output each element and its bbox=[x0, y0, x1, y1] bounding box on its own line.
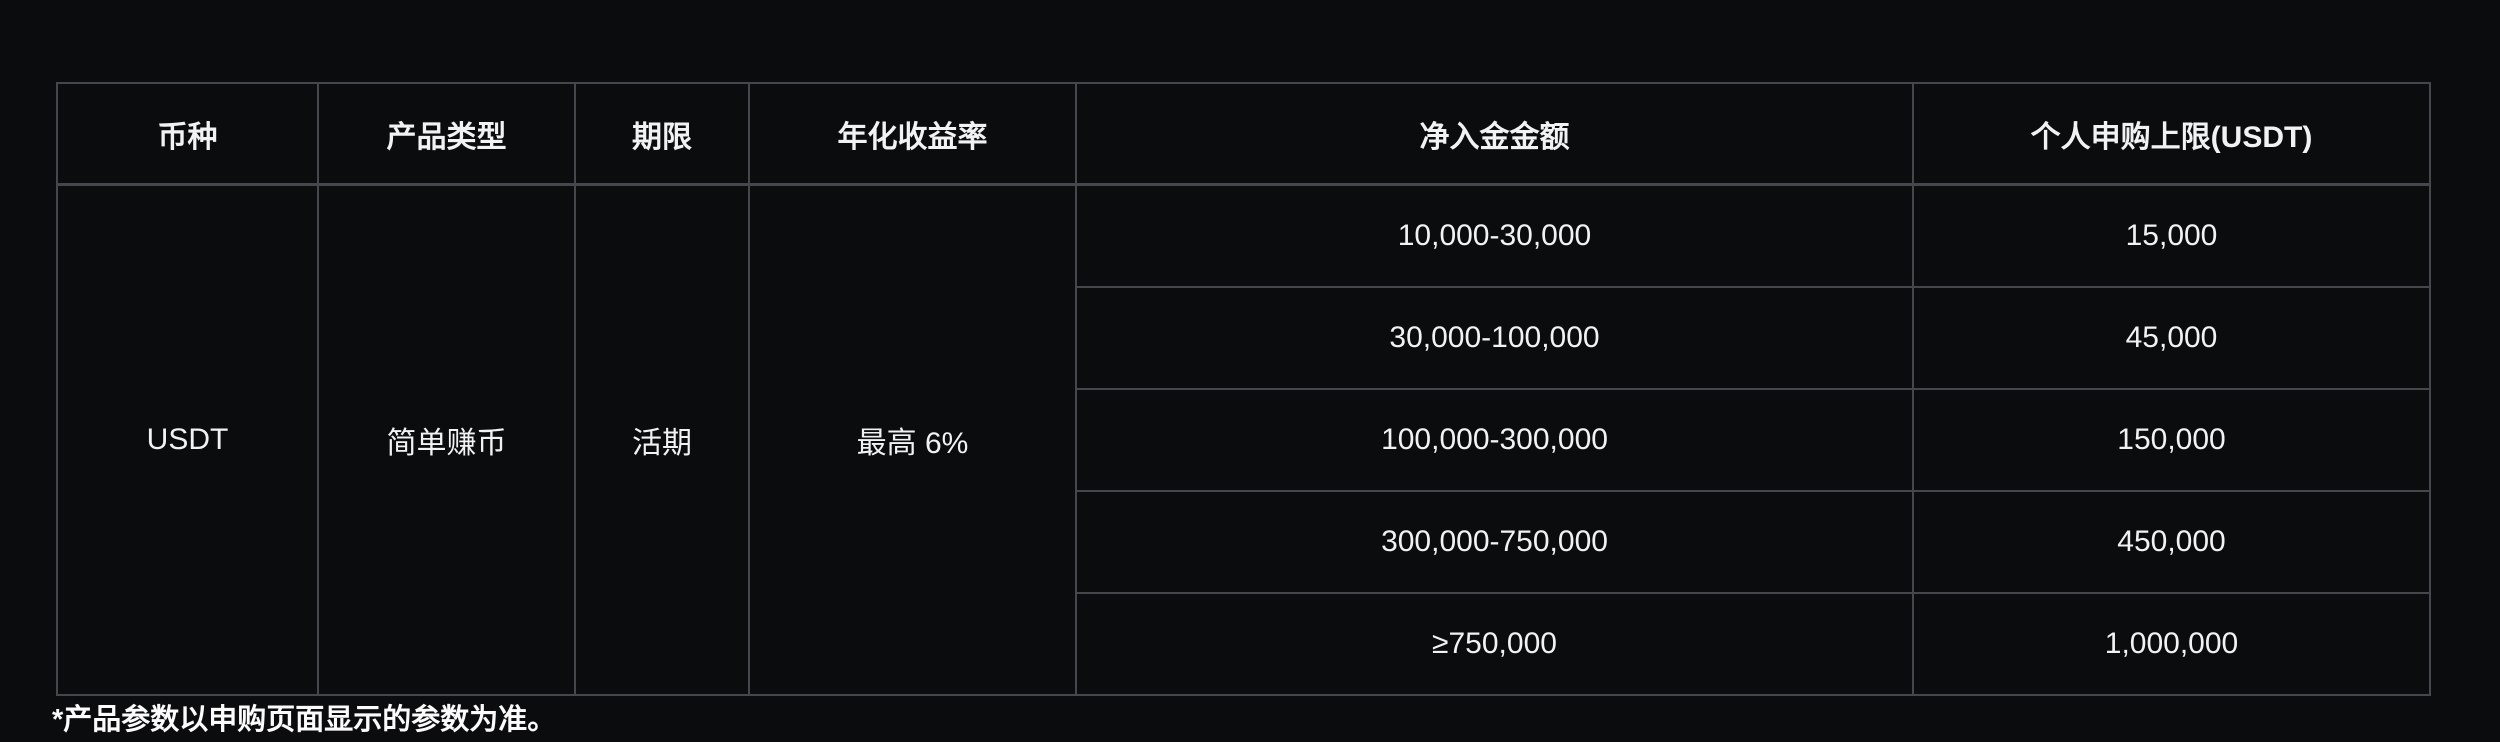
cell-product-type: 简单赚币 bbox=[317, 183, 576, 696]
cell-net-deposit: 30,000-100,000 bbox=[1075, 286, 1914, 390]
column-header-product-type: 产品类型 bbox=[317, 82, 576, 186]
table-row: 100,000-300,000 150,000 bbox=[57, 388, 2431, 492]
cell-net-deposit: 300,000-750,000 bbox=[1075, 490, 1914, 594]
column-header-personal-cap: 个人申购上限(USDT) bbox=[1912, 82, 2431, 186]
cell-net-deposit: 10,000-30,000 bbox=[1075, 183, 1914, 288]
column-header-currency: 币种 bbox=[56, 82, 319, 186]
cell-net-deposit: 100,000-300,000 bbox=[1075, 388, 1914, 492]
table-body: USDT 简单赚币 活期 最高 6% 10,000-30,000 15,000 … bbox=[56, 183, 2431, 696]
column-header-term: 期限 bbox=[574, 82, 750, 186]
product-parameters-footnote: *产品参数以申购页面显示的参数为准。 bbox=[52, 704, 557, 736]
cell-currency: USDT bbox=[56, 183, 319, 696]
cell-term: 活期 bbox=[574, 183, 750, 696]
table-header-row: 币种 产品类型 期限 年化收益率 净入金金额 个人申购上限(USDT) bbox=[56, 82, 2431, 186]
table-row: 300,000-750,000 450,000 bbox=[57, 490, 2431, 594]
cell-personal-cap: 1,000,000 bbox=[1912, 592, 2431, 696]
column-header-net-deposit: 净入金金额 bbox=[1075, 82, 1914, 186]
product-parameters-section: 币种 产品类型 期限 年化收益率 净入金金额 个人申购上限(USDT) USDT… bbox=[56, 82, 2431, 696]
cell-apr: 最高 6% bbox=[748, 183, 1077, 696]
cell-personal-cap: 45,000 bbox=[1912, 286, 2431, 390]
cell-net-deposit: ≥750,000 bbox=[1075, 592, 1914, 696]
cell-personal-cap: 150,000 bbox=[1912, 388, 2431, 492]
product-parameters-table: 币种 产品类型 期限 年化收益率 净入金金额 个人申购上限(USDT) USDT… bbox=[56, 82, 2431, 696]
table-row: USDT 简单赚币 活期 最高 6% 10,000-30,000 15,000 bbox=[56, 183, 2431, 696]
cell-personal-cap: 15,000 bbox=[1912, 183, 2431, 288]
column-header-apr: 年化收益率 bbox=[748, 82, 1077, 186]
table-row: 30,000-100,000 45,000 bbox=[57, 286, 2431, 390]
table-row: 币种 产品类型 期限 年化收益率 净入金金额 个人申购上限(USDT) bbox=[56, 82, 2431, 186]
table-row: ≥750,000 1,000,000 bbox=[57, 592, 2431, 696]
cell-personal-cap: 450,000 bbox=[1912, 490, 2431, 594]
